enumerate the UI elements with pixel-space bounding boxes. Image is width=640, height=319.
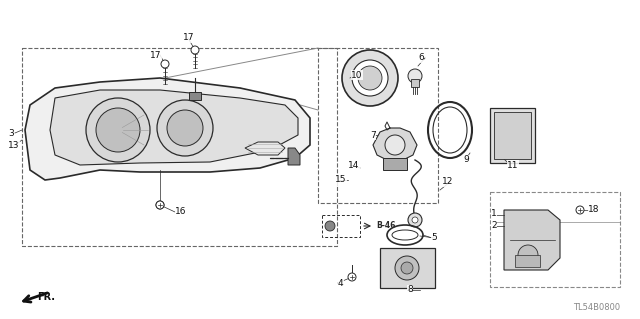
Polygon shape [25,78,310,180]
Circle shape [401,262,413,274]
Circle shape [412,217,418,223]
Text: 1: 1 [491,209,497,218]
Text: 5: 5 [431,234,436,242]
FancyBboxPatch shape [515,255,540,267]
Text: 4: 4 [338,278,344,287]
Circle shape [86,98,150,162]
Circle shape [408,69,422,83]
Circle shape [191,46,199,54]
FancyBboxPatch shape [189,92,201,100]
Circle shape [156,201,164,209]
Circle shape [325,221,335,231]
Circle shape [157,100,213,156]
Polygon shape [245,142,285,155]
Text: 16: 16 [175,207,186,217]
Circle shape [385,135,405,155]
Circle shape [342,50,398,106]
Text: 17: 17 [183,33,195,42]
Polygon shape [288,148,300,165]
FancyBboxPatch shape [380,248,435,288]
Text: 15: 15 [335,175,346,184]
Circle shape [161,60,169,68]
Circle shape [408,213,422,227]
FancyBboxPatch shape [494,112,531,159]
Circle shape [167,110,203,146]
Circle shape [156,201,164,209]
Text: 10: 10 [351,70,362,79]
Circle shape [352,60,388,96]
Text: 18: 18 [588,205,600,214]
Circle shape [96,108,140,152]
Text: 13: 13 [8,140,19,150]
FancyBboxPatch shape [411,79,419,87]
FancyBboxPatch shape [490,108,535,163]
Text: 14: 14 [348,160,360,169]
Circle shape [358,66,382,90]
Polygon shape [373,128,417,160]
Text: TL54B0800: TL54B0800 [573,303,620,312]
Circle shape [576,206,584,214]
Circle shape [348,273,356,281]
Text: 11: 11 [507,160,518,169]
Text: 6: 6 [418,54,424,63]
Circle shape [518,245,538,265]
Circle shape [395,256,419,280]
Text: 2: 2 [491,220,497,229]
Polygon shape [504,210,560,270]
Text: 12: 12 [442,177,453,187]
FancyBboxPatch shape [383,158,407,170]
Text: 9: 9 [463,155,468,165]
Text: 8: 8 [407,286,413,294]
Text: 3: 3 [8,129,13,137]
Text: 7: 7 [370,130,376,139]
Text: 17: 17 [150,50,161,60]
Polygon shape [50,90,298,165]
Text: FR.: FR. [37,292,55,302]
Text: B-46: B-46 [376,221,396,231]
